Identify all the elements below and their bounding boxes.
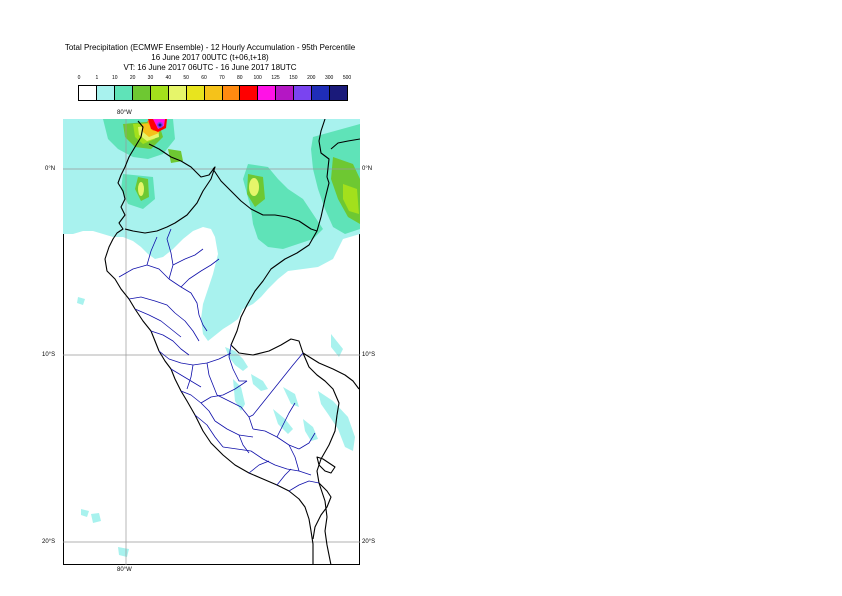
legend-threshold-label: 70 [219,75,225,81]
border-colombia-brazil [318,119,330,178]
legend-threshold-label: 30 [147,75,154,81]
legend-threshold-label: 80 [237,75,243,81]
border-peru-brazil [230,230,340,416]
legend-swatch [222,86,241,100]
legend-threshold-label: 50 [183,75,189,81]
border-chile-bolivia [318,482,332,565]
legend-swatch [96,86,115,100]
precip-field-peak [148,119,167,132]
legend-threshold-label: 300 [324,75,334,81]
legend-threshold-label: 60 [201,75,207,81]
legend-swatch [330,86,348,100]
lake-titicaca [316,456,336,474]
title-line-3: VT: 16 June 2017 06UTC - 16 June 2017 18… [123,63,297,72]
graticule [63,119,360,565]
country-borders [104,119,360,565]
legend-threshold-label: 125 [271,75,280,81]
legend-swatch [204,86,223,100]
border-brazil-east [330,138,360,150]
lon-label-80W-bottom: 80°W [117,567,132,573]
legend-swatch [240,86,259,100]
border-peru-colombia [212,168,330,232]
regional-boundaries [118,228,320,492]
legend-swatch [150,86,169,100]
legend-swatch [276,86,295,100]
legend-threshold-label: 500 [342,75,352,81]
legend-labels: 0 1 10 20 30 40 50 60 70 80 100 125 150 200 300 500 [77,75,352,84]
precipitation-legend: 0 1 10 20 30 40 50 60 70 80 100 125 150 200 300 500 [77,75,352,101]
legend-threshold-label: 150 [289,75,298,81]
lon-label-80W-top: 80°W [117,110,132,116]
border-peru-bolivia [312,414,338,540]
lat-label-20S-left: 20°S [42,539,56,545]
legend-threshold-label: 40 [165,75,172,81]
legend-swatch [294,86,313,100]
legend-threshold-label: 100 [253,75,262,81]
border-bolivia-brazil [302,352,360,390]
precipitation-map [63,119,360,565]
legend-swatch [258,86,277,100]
map-title: Total Precipitation (ECMWF Ensemble) - 1… [0,43,420,73]
legend-swatch [312,86,331,100]
lat-label-20S-right: 20°S [362,539,376,545]
legend-swatch [132,86,151,100]
border-ecuador-peru [124,166,216,234]
legend-swatch [79,86,97,100]
legend-threshold-label: 10 [111,75,118,81]
legend-threshold-label: 20 [129,75,136,81]
legend-swatch [168,86,187,100]
lat-label-0N-left: 0°N [45,166,56,172]
legend-swatch [186,86,205,100]
legend-threshold-label: 1 [95,75,99,81]
title-line-2: 16 June 2017 00UTC (t+06,t+18) [151,53,269,62]
legend-colorbar [78,85,348,101]
lat-label-10S-left: 10°S [42,352,56,358]
lat-label-10S-right: 10°S [362,352,376,358]
title-line-1: Total Precipitation (ECMWF Ensemble) - 1… [64,43,356,52]
map-canvas [63,119,360,565]
legend-swatch [114,86,133,100]
lat-label-0N-right: 0°N [362,166,373,172]
legend-threshold-label: 0 [77,75,81,81]
legend-threshold-label: 200 [307,75,316,81]
coastline [104,120,314,565]
